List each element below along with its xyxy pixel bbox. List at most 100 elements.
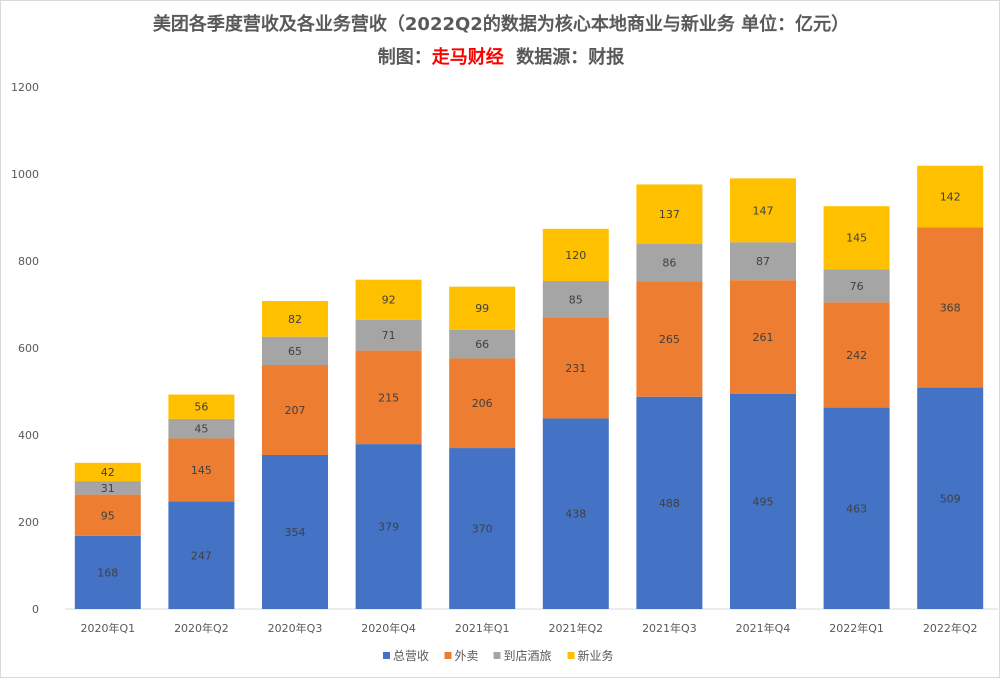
data-label: 87 [756, 255, 770, 268]
data-label: 31 [101, 482, 115, 495]
data-label: 76 [850, 280, 864, 293]
data-label: 95 [101, 509, 115, 522]
data-label: 142 [940, 191, 961, 204]
bar-新业务 [542, 228, 609, 282]
bar-总营收 [449, 448, 516, 609]
bar-总营收 [823, 407, 890, 609]
data-label: 368 [940, 302, 961, 315]
subtitle-prefix: 制图： [377, 47, 432, 68]
x-tick-label: 2022年Q2 [923, 621, 978, 635]
bar-到店酒旅 [730, 242, 796, 281]
bar-新业务 [730, 178, 796, 243]
bar-到店酒旅 [74, 481, 141, 495]
data-label: 261 [753, 331, 774, 344]
bar-外卖 [355, 350, 422, 445]
x-tick-label: 2020年Q3 [268, 621, 323, 635]
bar-新业务 [636, 184, 703, 245]
data-label: 495 [753, 495, 774, 508]
bar-到店酒旅 [168, 418, 235, 439]
data-label: 242 [846, 349, 867, 362]
bar-新业务 [262, 301, 328, 337]
y-tick-label: 400 [18, 429, 39, 442]
bar-总营收 [636, 396, 703, 609]
bar-到店酒旅 [823, 269, 890, 303]
data-label: 370 [472, 523, 493, 536]
data-label: 120 [565, 249, 586, 262]
data-label: 82 [288, 313, 302, 326]
legend-label: 新业务 [578, 648, 614, 663]
data-label: 147 [753, 204, 774, 217]
x-tick-label: 2021年Q4 [736, 621, 791, 635]
bar-外卖 [542, 317, 609, 419]
bar-到店酒旅 [262, 336, 328, 365]
data-label: 137 [659, 208, 680, 221]
legend-swatch [383, 652, 390, 659]
data-label: 45 [194, 423, 208, 436]
x-tick-label: 2020年Q4 [361, 621, 416, 635]
bar-新业务 [449, 286, 516, 330]
chart-title: 美团各季度营收及各业务营收（2022Q2的数据为核心本地商业与新业务 单位：亿元… [152, 14, 850, 35]
bar-外卖 [917, 227, 984, 388]
bar-新业务 [74, 462, 141, 482]
bar-总营收 [917, 387, 984, 609]
subtitle-brand: 走马财经 [431, 47, 504, 68]
data-label: 168 [97, 566, 118, 579]
data-label: 379 [378, 521, 399, 534]
y-tick-label: 600 [18, 342, 39, 355]
data-label: 56 [194, 401, 208, 414]
data-label: 145 [191, 464, 212, 477]
bar-总营收 [730, 393, 796, 609]
data-label: 265 [659, 333, 680, 346]
bar-到店酒旅 [636, 244, 703, 282]
data-label: 86 [662, 257, 676, 270]
y-tick-label: 1000 [11, 168, 39, 181]
data-label: 488 [659, 497, 680, 510]
data-label: 99 [475, 302, 489, 315]
bar-到店酒旅 [449, 329, 516, 359]
bar-外卖 [730, 280, 796, 394]
data-label: 65 [288, 345, 302, 358]
subtitle-source: 数据源：财报 [516, 47, 625, 68]
bar-外卖 [168, 438, 235, 502]
bar-外卖 [636, 281, 703, 397]
data-label: 42 [101, 466, 115, 479]
y-tick-label: 0 [32, 603, 39, 616]
bar-到店酒旅 [355, 319, 422, 351]
data-label: 145 [846, 232, 867, 245]
data-label: 215 [378, 391, 399, 404]
bar-外卖 [262, 364, 328, 456]
data-label: 509 [940, 492, 961, 505]
legend-label: 外卖 [455, 649, 479, 663]
data-label: 354 [285, 526, 306, 539]
data-label: 92 [382, 294, 396, 307]
bar-新业务 [168, 394, 235, 419]
legend-swatch [493, 652, 501, 659]
bar-总营收 [262, 455, 328, 609]
bar-总营收 [168, 501, 235, 609]
bar-外卖 [823, 302, 890, 408]
x-tick-label: 2020年Q1 [80, 621, 135, 635]
data-label: 206 [472, 397, 493, 410]
bar-总营收 [355, 444, 422, 609]
data-label: 71 [382, 329, 396, 342]
bar-总营收 [74, 535, 141, 609]
legend-swatch [567, 652, 575, 659]
x-tick-label: 2022年Q1 [829, 621, 884, 635]
y-tick-label: 800 [18, 255, 39, 268]
x-tick-label: 2021年Q1 [455, 621, 510, 635]
data-label: 438 [565, 508, 586, 521]
data-label: 247 [191, 549, 212, 562]
data-label: 231 [565, 362, 586, 375]
y-tick-label: 1200 [11, 81, 39, 94]
data-label: 207 [285, 404, 306, 417]
data-label: 463 [846, 502, 867, 515]
bar-外卖 [74, 494, 141, 536]
bar-新业务 [823, 206, 890, 270]
legend-label: 总营收 [393, 649, 429, 663]
bar-新业务 [917, 165, 984, 228]
data-label: 66 [475, 338, 489, 351]
x-tick-label: 2020年Q2 [174, 621, 229, 635]
y-tick-label: 200 [18, 516, 39, 529]
